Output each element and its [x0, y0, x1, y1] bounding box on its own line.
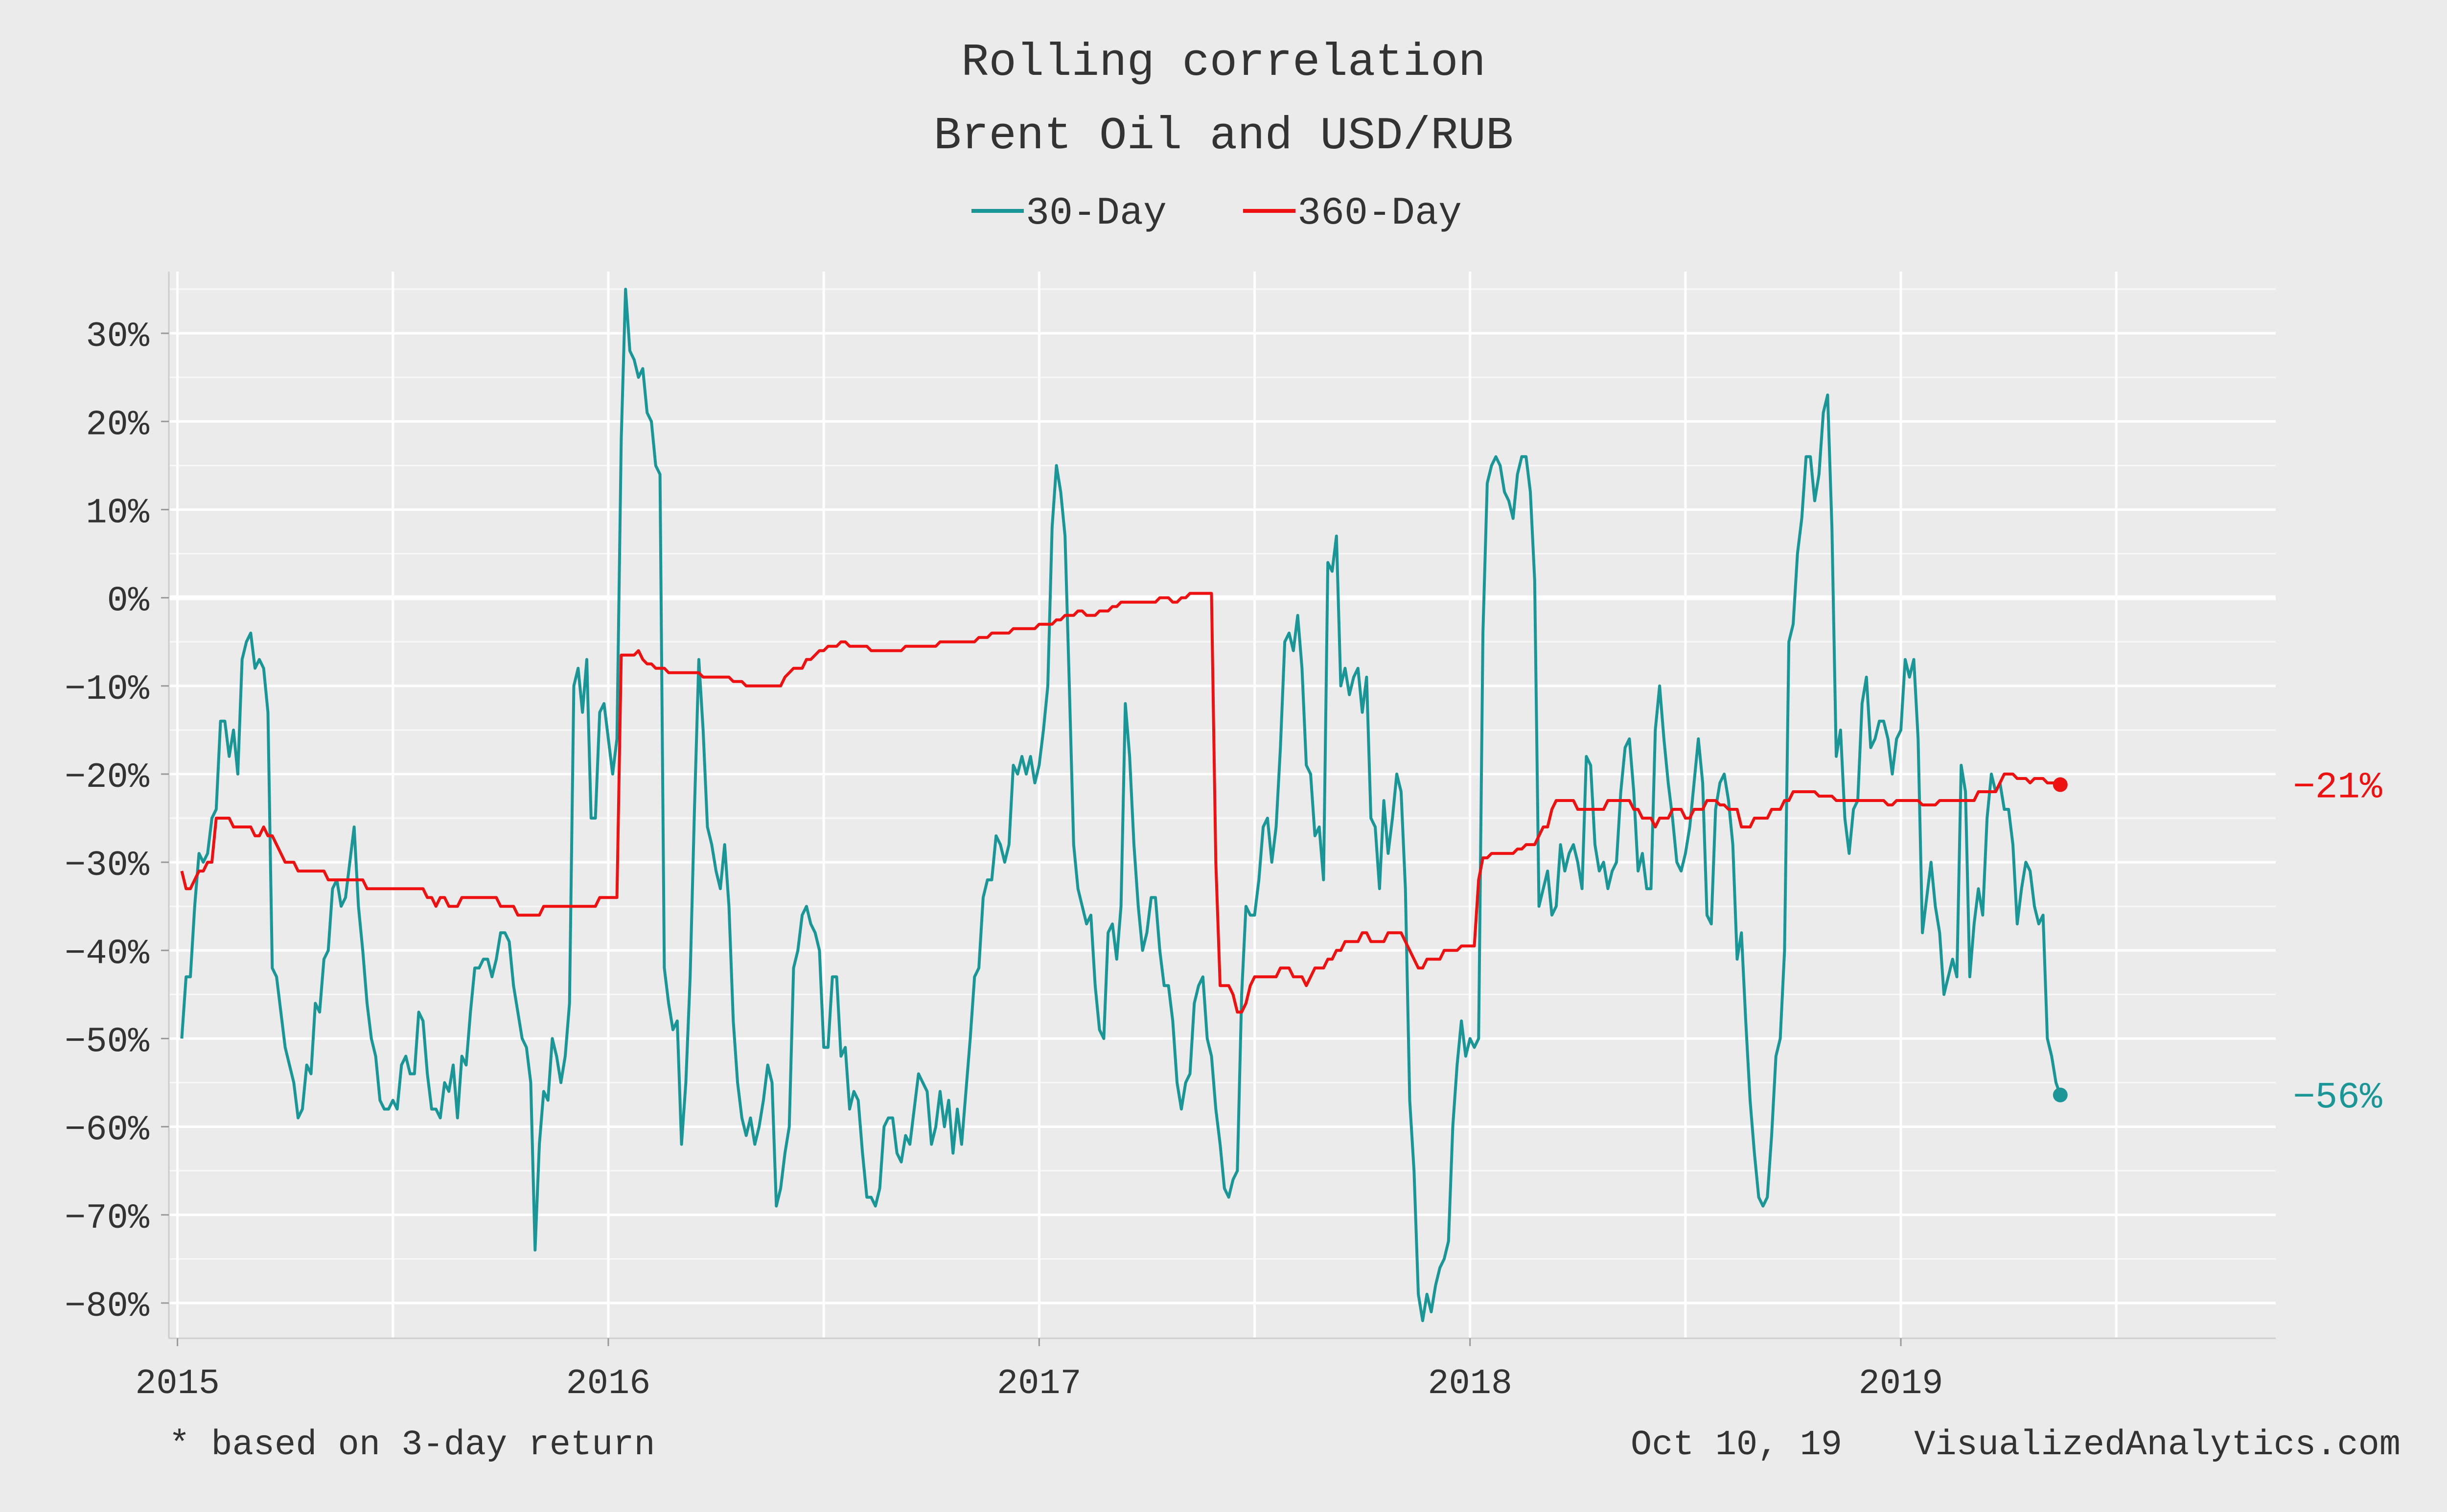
y-tick-label: −40% [65, 934, 150, 974]
x-tick-label: 2016 [566, 1364, 651, 1404]
series-line-360-day [180, 592, 2061, 1014]
y-axis: 30% 20% 10% 0% −10% −20% −30% −40% −50% −60% −70% −… [65, 272, 170, 1338]
chart-subtitle: Brent Oil and USD/RUB [934, 111, 1514, 162]
x-tick-label: 2018 [1428, 1364, 1512, 1404]
end-marker-360-day [2053, 777, 2068, 792]
x-tick-label: 2017 [997, 1364, 1082, 1404]
footer-source: VisualizedAnalytics.com [1914, 1425, 2401, 1465]
y-tick-label: 30% [86, 317, 149, 357]
chart-title: Rolling correlation [961, 37, 1486, 89]
legend-item-360-day: 360-Day [1243, 191, 1462, 236]
y-tick-label: −80% [65, 1286, 150, 1327]
y-tick-label: −10% [65, 669, 150, 710]
footer-date: Oct 10, 19 [1631, 1425, 1842, 1465]
y-tick-label: 0% [107, 581, 150, 621]
x-tick-label: 2019 [1859, 1364, 1943, 1404]
end-label-360-day: −21% [2293, 767, 2382, 809]
footer-note: * based on 3-day return [169, 1425, 655, 1465]
x-tick-label: 2015 [135, 1364, 220, 1404]
y-tick-label: 20% [86, 405, 149, 445]
end-marker-30-day [2053, 1087, 2068, 1102]
series-layer [180, 288, 2068, 1322]
series-line-30-day [180, 288, 2062, 1322]
y-tick-label: −50% [65, 1022, 150, 1062]
legend: 30-Day 360-Day [971, 191, 1462, 236]
grid [169, 272, 2276, 1338]
end-labels: −21% −56% [2293, 767, 2382, 1119]
legend-label-360-day: 360-Day [1297, 191, 1462, 236]
legend-item-30-day: 30-Day [971, 191, 1167, 236]
legend-label-30-day: 30-Day [1026, 191, 1167, 236]
y-tick-label: −60% [65, 1110, 150, 1150]
end-label-30-day: −56% [2293, 1077, 2382, 1119]
y-tick-label: −30% [65, 846, 150, 886]
y-tick-label: −70% [65, 1198, 150, 1238]
plot-area: 2015 2016 2017 2018 2019 30% 20% 10% 0% −10% −20%… [65, 272, 2276, 1404]
x-axis: 2015 2016 2017 2018 2019 [135, 1337, 2276, 1404]
y-tick-label: 10% [86, 493, 149, 533]
y-tick-label: −20% [65, 757, 150, 798]
